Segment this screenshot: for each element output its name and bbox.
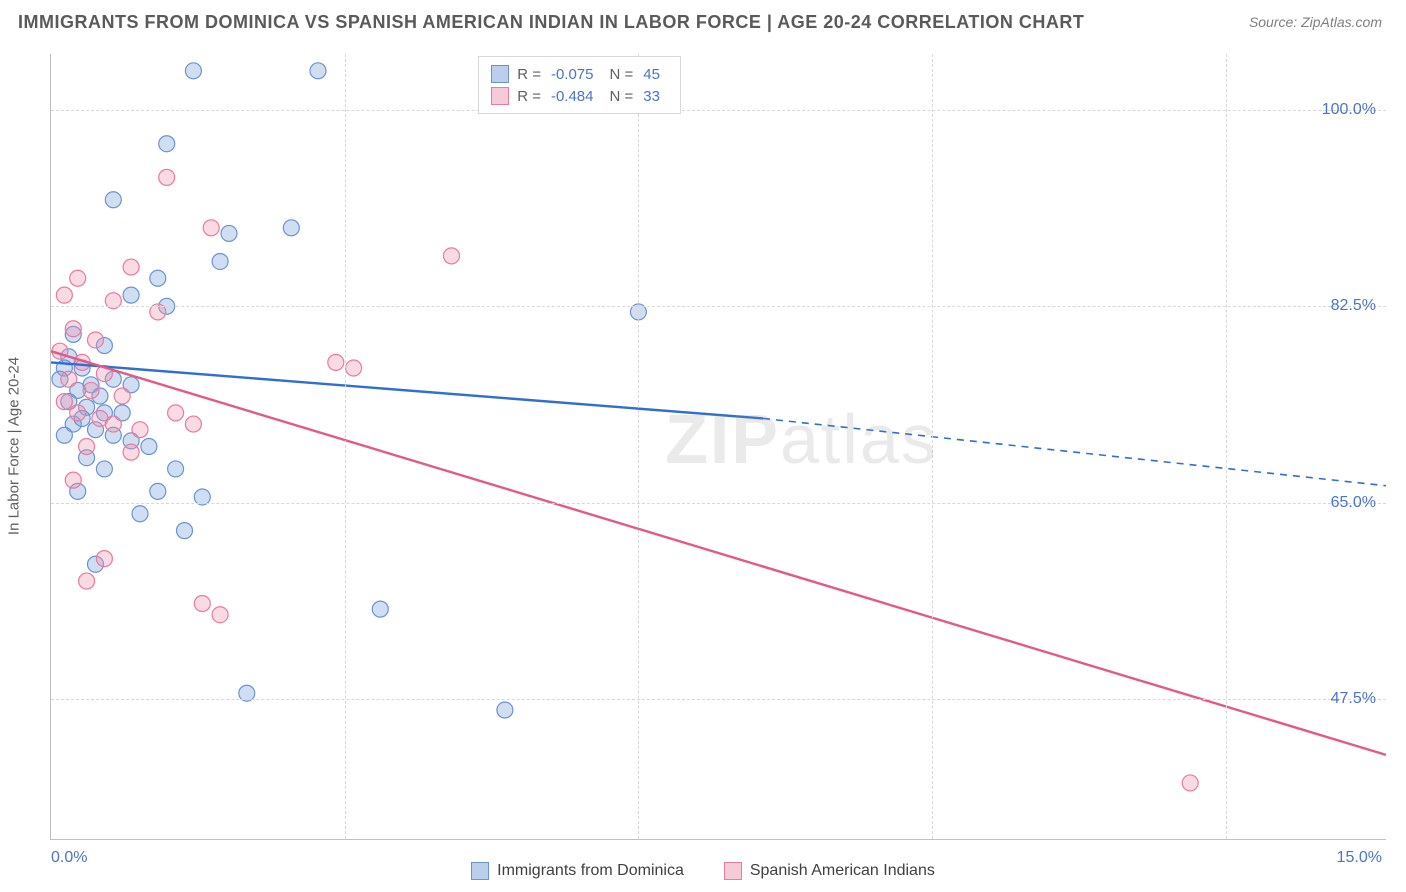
scatter-point xyxy=(123,259,139,275)
legend-label: Spanish American Indians xyxy=(750,862,935,880)
legend-r-label: R = xyxy=(517,88,541,105)
regression-line xyxy=(51,362,763,418)
legend-item: Spanish American Indians xyxy=(724,862,935,880)
y-tick-label: 47.5% xyxy=(1331,690,1376,708)
scatter-point xyxy=(159,169,175,185)
grid-line-v xyxy=(345,54,346,839)
chart-title: IMMIGRANTS FROM DOMINICA VS SPANISH AMER… xyxy=(18,12,1084,33)
scatter-point xyxy=(83,382,99,398)
series-legend: Immigrants from Dominica Spanish American… xyxy=(0,862,1406,880)
scatter-point xyxy=(56,287,72,303)
legend-row: R = -0.484 N = 33 xyxy=(491,85,668,107)
scatter-point xyxy=(61,371,77,387)
grid-line-h xyxy=(51,110,1386,111)
scatter-point xyxy=(283,220,299,236)
legend-swatch xyxy=(491,87,509,105)
scatter-point xyxy=(150,483,166,499)
scatter-point xyxy=(123,287,139,303)
scatter-point xyxy=(168,405,184,421)
scatter-point xyxy=(159,136,175,152)
legend-swatch xyxy=(724,862,742,880)
scatter-point xyxy=(194,596,210,612)
scatter-point xyxy=(56,427,72,443)
scatter-point xyxy=(177,523,193,539)
source-attribution: Source: ZipAtlas.com xyxy=(1249,14,1382,30)
scatter-point xyxy=(444,248,460,264)
scatter-point xyxy=(65,472,81,488)
legend-label: Immigrants from Dominica xyxy=(497,862,684,880)
scatter-point xyxy=(150,270,166,286)
scatter-point xyxy=(310,63,326,79)
grid-line-h xyxy=(51,306,1386,307)
legend-r-value: -0.484 xyxy=(551,88,594,105)
scatter-point xyxy=(212,607,228,623)
scatter-point xyxy=(372,601,388,617)
scatter-point xyxy=(65,321,81,337)
scatter-point xyxy=(168,461,184,477)
legend-n-label: N = xyxy=(610,66,634,83)
scatter-point xyxy=(96,461,112,477)
scatter-point xyxy=(132,422,148,438)
legend-n-value: 33 xyxy=(643,88,660,105)
legend-row: R = -0.075 N = 45 xyxy=(491,63,668,85)
legend-r-value: -0.075 xyxy=(551,66,594,83)
correlation-legend: R = -0.075 N = 45 R = -0.484 N = 33 xyxy=(478,56,681,114)
legend-n-label: N = xyxy=(610,88,634,105)
scatter-point xyxy=(88,332,104,348)
legend-r-label: R = xyxy=(517,66,541,83)
scatter-point xyxy=(141,439,157,455)
scatter-point xyxy=(114,388,130,404)
chart-plot-area: ZIPatlas R =-0.075N =45R =-0.484N =33 47… xyxy=(50,54,1386,840)
scatter-point xyxy=(70,270,86,286)
grid-line-v xyxy=(638,54,639,839)
legend-swatch xyxy=(471,862,489,880)
scatter-point xyxy=(203,220,219,236)
scatter-point xyxy=(132,506,148,522)
scatter-point xyxy=(497,702,513,718)
y-tick-label: 82.5% xyxy=(1331,297,1376,315)
scatter-point xyxy=(1182,775,1198,791)
legend-item: Immigrants from Dominica xyxy=(471,862,684,880)
legend-swatch xyxy=(491,65,509,83)
scatter-point xyxy=(328,354,344,370)
grid-line-h xyxy=(51,699,1386,700)
scatter-point xyxy=(346,360,362,376)
chart-svg xyxy=(51,54,1386,839)
scatter-point xyxy=(105,192,121,208)
scatter-point xyxy=(212,253,228,269)
regression-line-dashed xyxy=(763,418,1386,485)
scatter-point xyxy=(105,416,121,432)
scatter-point xyxy=(185,63,201,79)
legend-n-value: 45 xyxy=(643,66,660,83)
scatter-point xyxy=(70,405,86,421)
scatter-point xyxy=(96,551,112,567)
grid-line-v xyxy=(1226,54,1227,839)
scatter-point xyxy=(79,573,95,589)
scatter-point xyxy=(56,394,72,410)
grid-line-h xyxy=(51,503,1386,504)
scatter-point xyxy=(185,416,201,432)
grid-line-v xyxy=(932,54,933,839)
y-tick-label: 100.0% xyxy=(1322,101,1376,119)
scatter-point xyxy=(123,444,139,460)
y-tick-label: 65.0% xyxy=(1331,494,1376,512)
y-axis-label: In Labor Force | Age 20-24 xyxy=(6,357,23,535)
scatter-point xyxy=(221,225,237,241)
scatter-point xyxy=(79,439,95,455)
